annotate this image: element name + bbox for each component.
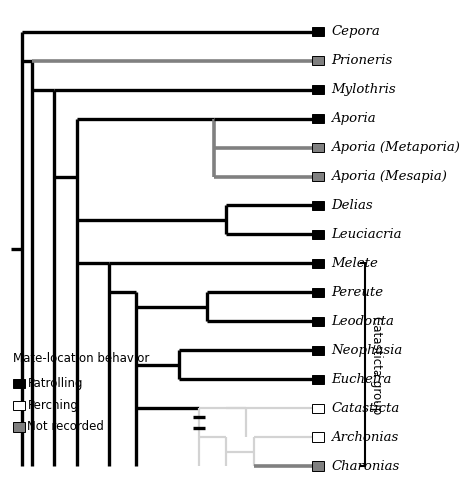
- Text: Perching: Perching: [27, 399, 78, 412]
- Bar: [312, 27, 324, 36]
- Text: Leuciacria: Leuciacria: [331, 228, 401, 241]
- Text: Not recorded: Not recorded: [27, 421, 104, 433]
- Bar: [312, 432, 324, 442]
- Bar: [312, 317, 324, 326]
- Text: Catasticta: Catasticta: [331, 401, 400, 415]
- Bar: [312, 56, 324, 65]
- Text: Archonias: Archonias: [331, 430, 398, 444]
- Bar: [312, 374, 324, 384]
- Text: Charonias: Charonias: [331, 460, 400, 472]
- Text: Patrolling: Patrolling: [27, 377, 83, 390]
- Text: Mate-location behavior: Mate-location behavior: [13, 352, 149, 365]
- Text: Neophasia: Neophasia: [331, 344, 402, 357]
- Text: Melete: Melete: [331, 257, 378, 270]
- Bar: [13, 379, 25, 388]
- Bar: [312, 461, 324, 471]
- Text: Catasticta group: Catasticta group: [370, 315, 383, 414]
- Text: Aporia (Mesapia): Aporia (Mesapia): [331, 170, 447, 183]
- Text: Eucheira: Eucheira: [331, 373, 392, 386]
- Bar: [312, 288, 324, 297]
- Bar: [312, 345, 324, 355]
- Bar: [312, 230, 324, 239]
- Bar: [312, 403, 324, 413]
- Text: Mylothris: Mylothris: [331, 83, 396, 96]
- Bar: [312, 85, 324, 94]
- Bar: [312, 143, 324, 152]
- Bar: [312, 114, 324, 123]
- Text: Prioneris: Prioneris: [331, 54, 392, 67]
- Text: Cepora: Cepora: [331, 25, 380, 38]
- Bar: [312, 201, 324, 210]
- Text: Aporia: Aporia: [331, 112, 376, 125]
- Text: Leodonta: Leodonta: [331, 315, 394, 328]
- Bar: [13, 400, 25, 410]
- Text: Pereute: Pereute: [331, 286, 383, 299]
- Bar: [13, 422, 25, 431]
- Text: Delias: Delias: [331, 199, 373, 212]
- Bar: [312, 259, 324, 268]
- Text: Aporia (Metaporia): Aporia (Metaporia): [331, 141, 460, 154]
- Bar: [312, 172, 324, 181]
